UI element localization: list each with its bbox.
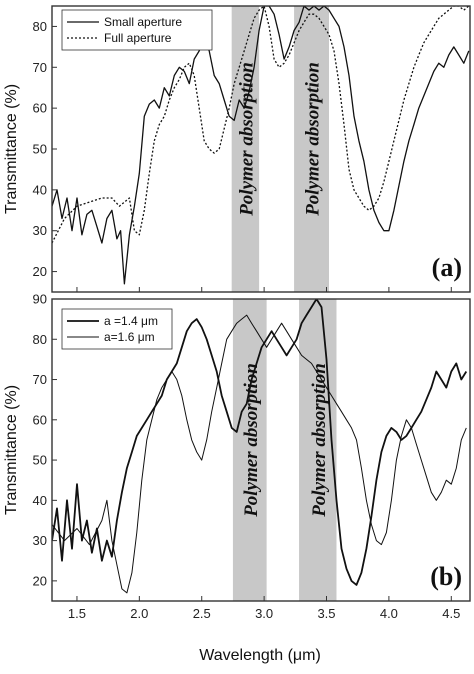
y-tick-label: 80 xyxy=(33,19,47,34)
series-line xyxy=(52,6,470,285)
x-tick-label: 4.5 xyxy=(442,606,460,621)
y-tick-label: 60 xyxy=(33,412,47,427)
shaded-band xyxy=(294,6,330,292)
y-axis-title: Transmittance (%) xyxy=(3,385,20,515)
panel-b: Polymer absorption Polymer absorption 20 30… xyxy=(3,292,471,621)
y-tick-label: 90 xyxy=(33,292,47,307)
y-tick-label: 40 xyxy=(33,493,47,508)
legend-label: Small aperture xyxy=(104,15,182,29)
legend-label: Full aperture xyxy=(104,31,172,45)
y-tick-label: 50 xyxy=(33,142,47,157)
y-tick-label: 20 xyxy=(33,573,47,588)
series-line xyxy=(52,299,468,586)
y-tick-label: 20 xyxy=(33,264,47,279)
legend-label: a =1.4 μm xyxy=(104,314,158,328)
panel-a: Polymer absorption Polymer absorption 20 30… xyxy=(3,5,471,293)
x-tick-label: 2.5 xyxy=(193,606,211,621)
band-label: Polymer absorption xyxy=(236,62,257,217)
y-tick-label: 70 xyxy=(33,372,47,387)
y-axis-title: Transmittance (%) xyxy=(3,84,20,214)
y-tick-label: 80 xyxy=(33,332,47,347)
x-tick-label: 1.5 xyxy=(68,606,86,621)
x-tick-label: 3.5 xyxy=(317,606,335,621)
shaded-band xyxy=(231,6,260,292)
series-group xyxy=(52,299,468,594)
shaded-band xyxy=(299,299,337,601)
y-tick-label: 50 xyxy=(33,453,47,468)
panel-label: (a) xyxy=(432,253,462,282)
legend-box xyxy=(61,9,213,51)
plot-frame xyxy=(51,298,471,602)
y-tick-label: 30 xyxy=(33,223,47,238)
band-label: Polymer absorption xyxy=(241,363,262,518)
band-label: Polymer absorption xyxy=(303,62,324,217)
x-tick-label: 4.0 xyxy=(380,606,398,621)
legend-label: a=1.6 μm xyxy=(104,330,155,344)
x-tick-label: 3.0 xyxy=(255,606,273,621)
x-axis-title: Wavelength (μm) xyxy=(199,647,321,664)
series-line xyxy=(52,314,467,594)
y-tick-label: 70 xyxy=(33,60,47,75)
series-line xyxy=(52,6,470,244)
legend-box xyxy=(61,308,173,350)
y-tick-label: 60 xyxy=(33,101,47,116)
series-group xyxy=(52,6,470,285)
panel-label: (b) xyxy=(430,562,462,591)
band-label: Polymer absorption xyxy=(309,363,330,518)
x-tick-label: 2.0 xyxy=(130,606,148,621)
y-tick-label: 30 xyxy=(33,533,47,548)
y-tick-label: 40 xyxy=(33,182,47,197)
